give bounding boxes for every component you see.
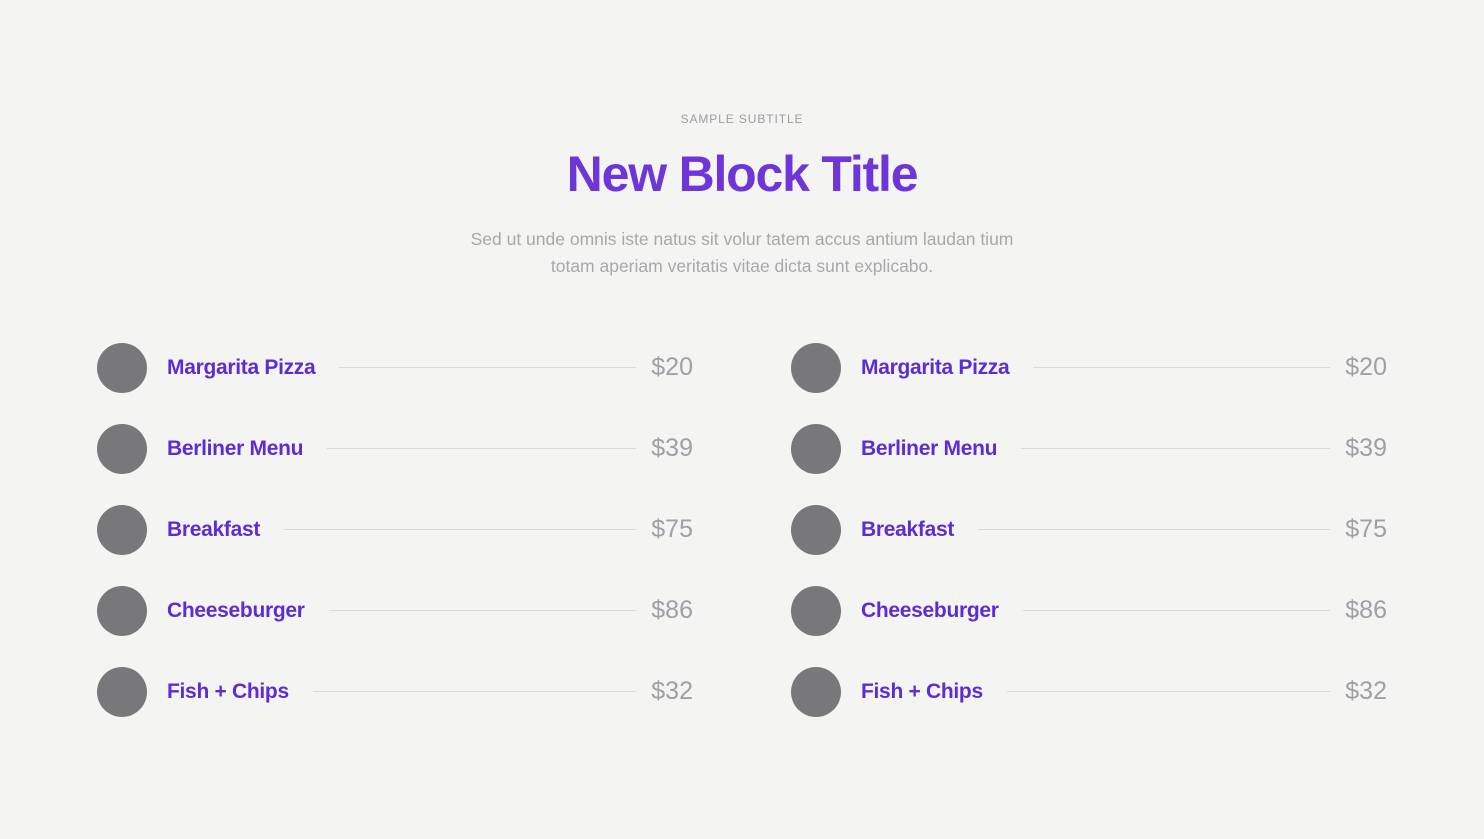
- leader-line: [1033, 367, 1331, 368]
- menu-item-row: Breakfast $75: [791, 504, 1387, 555]
- item-image-circle: [97, 666, 147, 717]
- item-price: $86: [651, 596, 693, 624]
- item-price: $75: [651, 515, 693, 543]
- leader-line: [284, 529, 637, 530]
- item-price: $32: [651, 677, 693, 705]
- item-image-circle: [791, 342, 841, 393]
- leader-line: [978, 529, 1331, 530]
- menu-grid: Margarita Pizza $20 Berliner Menu $39 Br…: [0, 342, 1484, 717]
- leader-line: [1021, 448, 1331, 449]
- item-name: Breakfast: [861, 517, 955, 541]
- menu-item-row: Cheeseburger $86: [791, 585, 1387, 636]
- menu-column-right: Margarita Pizza $20 Berliner Menu $39 Br…: [791, 342, 1387, 717]
- block-header: SAMPLE SUBTITLE New Block Title Sed ut u…: [0, 112, 1484, 280]
- item-name: Breakfast: [167, 517, 261, 541]
- block-title: New Block Title: [566, 146, 919, 202]
- leader-line: [1022, 610, 1331, 611]
- item-image-circle: [791, 423, 841, 474]
- leader-line: [327, 448, 637, 449]
- menu-item-row: Fish + Chips $32: [791, 666, 1387, 717]
- menu-item-row: Cheeseburger $86: [97, 585, 693, 636]
- item-image-circle: [97, 585, 147, 636]
- menu-item-row: Berliner Menu $39: [791, 423, 1387, 474]
- item-name: Fish + Chips: [167, 679, 289, 703]
- item-name: Berliner Menu: [861, 436, 998, 460]
- leader-line: [312, 691, 637, 692]
- item-price: $32: [1345, 677, 1387, 705]
- item-image-circle: [791, 666, 841, 717]
- item-price: $39: [651, 434, 693, 462]
- item-name: Margarita Pizza: [861, 355, 1010, 379]
- item-price: $75: [1345, 515, 1387, 543]
- menu-item-row: Berliner Menu $39: [97, 423, 693, 474]
- block-description: Sed ut unde omnis iste natus sit volur t…: [470, 228, 1014, 276]
- item-name: Cheeseburger: [167, 598, 305, 622]
- item-image-circle: [97, 342, 147, 393]
- item-image-circle: [791, 504, 841, 555]
- menu-item-row: Margarita Pizza $20: [97, 342, 693, 393]
- menu-item-row: Fish + Chips $32: [97, 666, 693, 717]
- item-name: Fish + Chips: [861, 679, 983, 703]
- leader-line: [1006, 691, 1331, 692]
- menu-column-left: Margarita Pizza $20 Berliner Menu $39 Br…: [97, 342, 693, 717]
- leader-line: [339, 367, 637, 368]
- leader-line: [328, 610, 637, 611]
- menu-item-row: Breakfast $75: [97, 504, 693, 555]
- menu-item-row: Margarita Pizza $20: [791, 342, 1387, 393]
- item-image-circle: [97, 423, 147, 474]
- block-subtitle: SAMPLE SUBTITLE: [680, 112, 804, 126]
- item-price: $20: [651, 353, 693, 381]
- item-price: $39: [1345, 434, 1387, 462]
- item-image-circle: [97, 504, 147, 555]
- item-name: Cheeseburger: [861, 598, 999, 622]
- item-price: $20: [1345, 353, 1387, 381]
- item-name: Margarita Pizza: [167, 355, 316, 379]
- item-name: Berliner Menu: [167, 436, 304, 460]
- item-price: $86: [1345, 596, 1387, 624]
- item-image-circle: [791, 585, 841, 636]
